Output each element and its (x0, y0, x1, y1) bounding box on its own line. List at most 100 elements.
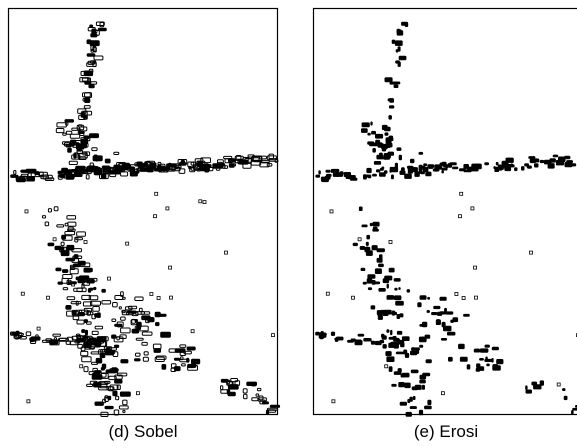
speck (349, 177, 358, 181)
speck (261, 401, 269, 405)
speck (459, 191, 464, 196)
speck (120, 327, 131, 334)
speck (529, 158, 537, 164)
speck (466, 364, 471, 370)
speck (76, 231, 86, 237)
speck (140, 311, 151, 315)
speck (389, 151, 395, 156)
speck (443, 164, 452, 168)
speck (101, 300, 112, 305)
speck (60, 250, 70, 257)
speck (66, 296, 76, 301)
speck (250, 157, 260, 162)
speck (399, 313, 404, 318)
speck (390, 329, 393, 336)
speck (258, 155, 267, 160)
speck (92, 46, 97, 52)
speck (41, 215, 47, 219)
speck (401, 372, 410, 378)
speck (371, 130, 376, 135)
speck (471, 163, 480, 168)
speck (71, 127, 81, 131)
speck (391, 311, 397, 316)
speck (379, 309, 386, 315)
speck (115, 395, 120, 401)
speck (375, 169, 381, 173)
speck (156, 296, 161, 300)
speck (71, 282, 75, 287)
speck (384, 275, 393, 281)
speck (116, 384, 121, 390)
speck (68, 160, 78, 166)
speck (55, 128, 65, 134)
speck (458, 214, 462, 219)
speck (552, 154, 559, 158)
speck (81, 294, 92, 300)
speck (94, 325, 104, 330)
speck (388, 105, 395, 109)
speck (421, 321, 428, 328)
speck (118, 405, 129, 410)
speck (104, 405, 114, 410)
speck (474, 295, 478, 300)
speck (406, 289, 410, 293)
speck (107, 276, 111, 281)
speck (418, 151, 424, 155)
speck (64, 119, 74, 123)
speck (351, 295, 355, 300)
speck (362, 281, 367, 285)
speck (378, 172, 386, 177)
speck (120, 171, 129, 177)
speck (111, 368, 119, 374)
speck (450, 319, 454, 323)
speck (44, 221, 50, 227)
speck (94, 401, 104, 406)
speck (510, 163, 514, 168)
speck (323, 332, 327, 338)
speck (100, 173, 107, 179)
speck (389, 81, 395, 85)
speck (531, 381, 538, 386)
speck (165, 206, 170, 211)
speck (401, 21, 408, 26)
speck (62, 132, 67, 136)
speck (418, 168, 423, 174)
speck (393, 295, 402, 301)
speck (204, 166, 210, 173)
speck (76, 166, 81, 170)
speck (484, 162, 490, 166)
speck (387, 98, 392, 102)
speck (149, 292, 154, 296)
speck (136, 325, 142, 330)
speck (423, 163, 428, 167)
speck (88, 133, 100, 139)
speck (385, 351, 392, 357)
speck (78, 156, 87, 161)
speck (318, 170, 321, 175)
speck (169, 295, 173, 300)
speck (146, 167, 154, 173)
speck (271, 333, 275, 338)
speck (363, 338, 372, 342)
speck (419, 295, 427, 300)
speck (388, 135, 394, 140)
speck (107, 395, 112, 401)
speck (458, 343, 465, 350)
speck (82, 98, 88, 102)
speck (445, 311, 454, 315)
speck (129, 166, 135, 172)
speck (391, 341, 400, 346)
speck (424, 405, 432, 410)
speck (397, 46, 401, 52)
speck (393, 84, 399, 89)
speck (230, 378, 239, 383)
speck (227, 391, 236, 397)
speck (372, 228, 379, 232)
speck (395, 60, 400, 64)
speck (419, 344, 424, 348)
speck (88, 277, 98, 282)
speck (53, 206, 59, 212)
speck (331, 399, 336, 404)
speck (112, 302, 118, 308)
speck (114, 344, 120, 349)
